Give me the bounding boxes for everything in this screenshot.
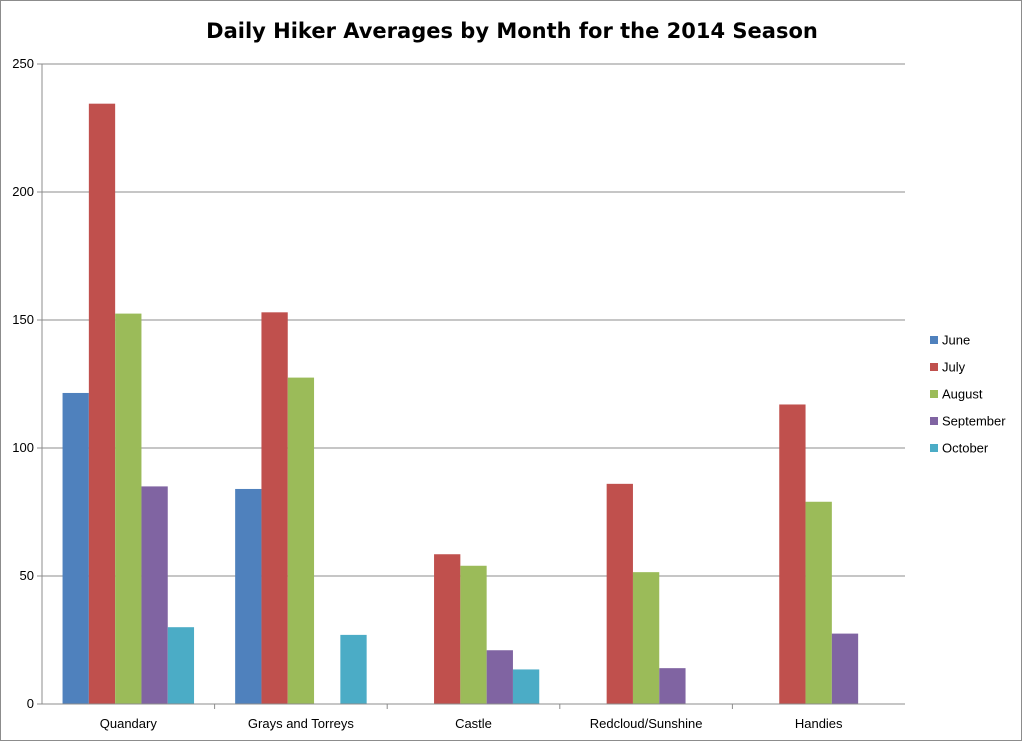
bar-june-1 <box>235 488 262 704</box>
category-label: Redcloud/Sunshine <box>590 716 703 731</box>
bar-july-1 <box>261 312 288 704</box>
legend-swatch-october <box>930 444 938 452</box>
y-tick-label: 100 <box>12 440 34 455</box>
category-label: Castle <box>455 716 492 731</box>
legend-swatch-june <box>930 336 938 344</box>
bars <box>62 103 859 705</box>
y-tick-label: 150 <box>12 312 34 327</box>
bar-july-4 <box>779 404 806 704</box>
category-label: Handies <box>795 716 843 731</box>
axes <box>41 64 905 709</box>
y-tick-label: 50 <box>20 568 34 583</box>
bar-august-0 <box>115 313 142 704</box>
legend-label: October <box>942 441 989 456</box>
bar-september-4 <box>831 633 859 704</box>
legend-label: August <box>942 387 983 402</box>
bar-september-2 <box>486 650 513 704</box>
legend-label: September <box>942 414 1006 429</box>
bar-july-3 <box>606 483 633 704</box>
y-tick-label: 200 <box>12 184 34 199</box>
bar-august-3 <box>632 572 660 704</box>
category-label: Quandary <box>100 716 158 731</box>
category-labels: Quandary Grays and Torreys Castle Redcloud/… <box>100 716 843 731</box>
y-tick-label: 0 <box>27 696 34 711</box>
bar-august-2 <box>460 565 487 704</box>
bar-october-1 <box>340 634 367 704</box>
bar-september-0 <box>141 486 168 704</box>
category-label: Grays and Torreys <box>248 716 354 731</box>
bar-june-0 <box>62 392 89 704</box>
bar-july-2 <box>434 554 461 704</box>
bar-august-1 <box>287 377 315 704</box>
legend-swatch-july <box>930 363 938 371</box>
bar-july-0 <box>88 103 116 705</box>
legend-label: June <box>942 333 970 348</box>
bar-october-0 <box>167 627 195 704</box>
gridlines <box>42 63 905 577</box>
y-axis-ticks: 0 50 100 150 200 250 <box>12 56 42 711</box>
y-tick-label: 250 <box>12 56 34 71</box>
legend-swatch-august <box>930 390 938 398</box>
chart-title: Daily Hiker Averages by Month for the 20… <box>206 19 818 43</box>
legend-label: July <box>942 360 966 375</box>
legend-swatch-september <box>930 417 938 425</box>
bar-september-3 <box>659 668 686 704</box>
bar-october-2 <box>512 669 540 704</box>
legend: June July August September October <box>930 333 1006 456</box>
bar-august-4 <box>805 501 832 704</box>
